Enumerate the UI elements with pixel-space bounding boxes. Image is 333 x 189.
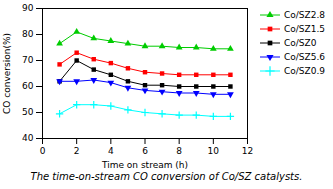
svg-text:6: 6 bbox=[142, 146, 148, 156]
html-text:Co/SZ0.9: Co/SZ0.9 bbox=[284, 66, 325, 76]
html-text:The time-on-stream CO conversi: The time-on-stream CO conversion of Co/S… bbox=[30, 171, 303, 182]
svg-text:Time on stream (h): Time on stream (h) bbox=[101, 160, 188, 170]
svg-text:50: 50 bbox=[22, 107, 34, 117]
svg-text:40: 40 bbox=[22, 133, 34, 143]
svg-text:0: 0 bbox=[40, 146, 46, 156]
html-text:Co/SZ1.5: Co/SZ1.5 bbox=[284, 24, 325, 34]
svg-text:CO conversion(%): CO conversion(%) bbox=[2, 33, 12, 114]
svg-text:2: 2 bbox=[74, 146, 80, 156]
svg-text:8: 8 bbox=[176, 146, 182, 156]
svg-text:60: 60 bbox=[22, 81, 34, 91]
svg-text:4: 4 bbox=[108, 146, 114, 156]
svg-text:70: 70 bbox=[22, 55, 34, 65]
html-text:Co/SZ0: Co/SZ0 bbox=[284, 38, 317, 48]
svg-text:12: 12 bbox=[242, 146, 253, 156]
svg-text:90: 90 bbox=[22, 3, 34, 13]
html-text:Co/SZ5.6: Co/SZ5.6 bbox=[284, 52, 325, 62]
svg-text:80: 80 bbox=[22, 29, 34, 39]
html-text:Co/SZ2.8: Co/SZ2.8 bbox=[284, 10, 325, 20]
svg-text:10: 10 bbox=[208, 146, 220, 156]
